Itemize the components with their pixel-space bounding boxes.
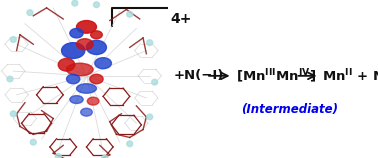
- Circle shape: [7, 76, 13, 82]
- Ellipse shape: [67, 63, 93, 76]
- Circle shape: [152, 79, 158, 85]
- Ellipse shape: [67, 74, 80, 84]
- Ellipse shape: [76, 39, 93, 50]
- Ellipse shape: [76, 84, 96, 93]
- Ellipse shape: [76, 21, 96, 33]
- Circle shape: [147, 40, 153, 46]
- Circle shape: [147, 114, 153, 120]
- Ellipse shape: [81, 108, 92, 116]
- Circle shape: [10, 111, 16, 117]
- Circle shape: [72, 0, 78, 6]
- Ellipse shape: [87, 40, 107, 55]
- Ellipse shape: [95, 58, 112, 69]
- Ellipse shape: [70, 28, 83, 38]
- Circle shape: [102, 155, 108, 158]
- Text: 4+: 4+: [170, 12, 192, 26]
- Ellipse shape: [87, 97, 99, 105]
- Text: [Mn$^{\mathbf{III}}$Mn$^{\mathbf{IV}}$]: [Mn$^{\mathbf{III}}$Mn$^{\mathbf{IV}}$]: [236, 67, 316, 85]
- Ellipse shape: [70, 96, 83, 103]
- Circle shape: [27, 10, 33, 15]
- Circle shape: [30, 139, 36, 145]
- Circle shape: [93, 2, 99, 8]
- Text: +N(−I): +N(−I): [174, 69, 224, 82]
- Text: (Intermediate): (Intermediate): [241, 103, 338, 115]
- Circle shape: [10, 37, 16, 42]
- Ellipse shape: [90, 74, 103, 84]
- Ellipse shape: [58, 58, 75, 71]
- Circle shape: [55, 154, 61, 158]
- Text: Mn$^{\mathbf{II}}$ + N(I): Mn$^{\mathbf{II}}$ + N(I): [322, 67, 378, 85]
- Circle shape: [127, 11, 133, 17]
- Circle shape: [127, 141, 133, 147]
- Ellipse shape: [91, 31, 102, 39]
- Ellipse shape: [62, 43, 85, 58]
